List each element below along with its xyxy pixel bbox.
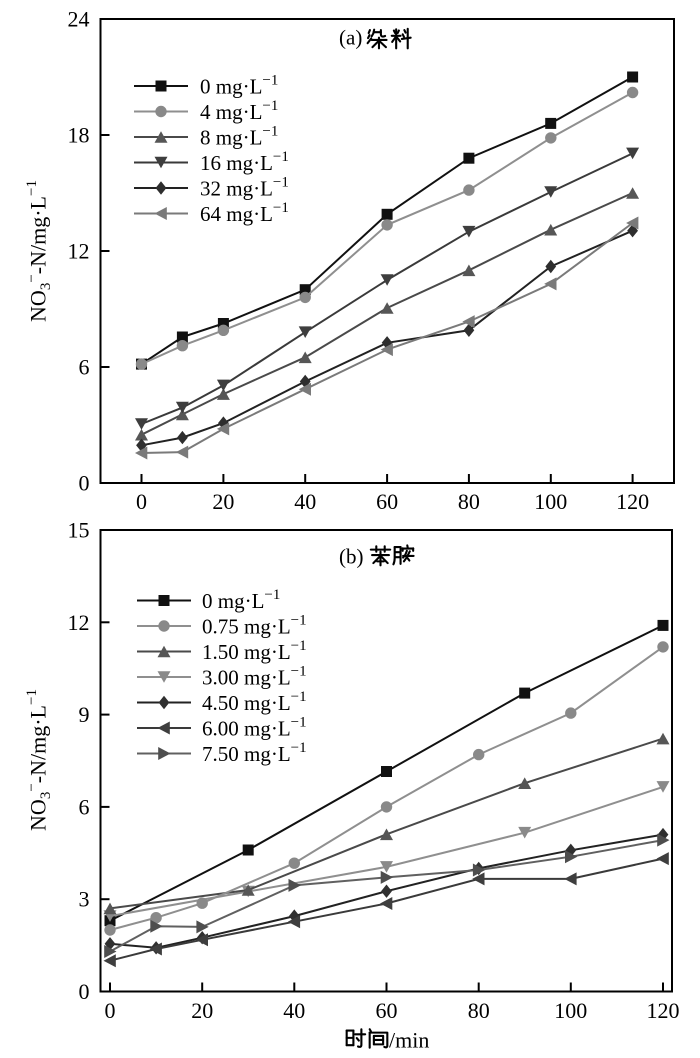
svg-text:(a): (a) [339,26,362,50]
svg-text:/min: /min [389,1028,429,1053]
svg-text:0: 0 [79,471,90,496]
svg-text:(b): (b) [339,545,364,569]
svg-text:9: 9 [79,702,90,727]
svg-text:12: 12 [68,610,90,635]
svg-text:3: 3 [79,887,90,912]
svg-text:0: 0 [79,979,90,1004]
svg-text:12: 12 [68,239,90,264]
svg-text:6: 6 [79,355,90,380]
svg-text:24: 24 [68,7,90,32]
svg-text:20: 20 [212,489,234,514]
svg-text:120: 120 [616,489,649,514]
svg-text:4.50 mg·L−1: 4.50 mg·L−1 [202,689,307,715]
svg-text:6.00 mg·L−1: 6.00 mg·L−1 [202,715,307,741]
svg-text:6: 6 [79,794,90,819]
svg-text:18: 18 [68,123,90,148]
svg-text:0.75 mg·L−1: 0.75 mg·L−1 [202,613,307,639]
svg-text:100: 100 [554,998,587,1023]
svg-text:40: 40 [294,489,316,514]
svg-text:80: 80 [458,489,480,514]
svg-text:120: 120 [647,998,680,1023]
svg-text:100: 100 [534,489,567,514]
svg-text:7.50 mg·L−1: 7.50 mg·L−1 [202,740,307,766]
svg-text:20: 20 [191,998,213,1023]
svg-text:0: 0 [136,489,147,514]
svg-text:NO3−-N/mg·L−1: NO3−-N/mg·L−1 [24,180,54,322]
svg-text:3.00 mg·L−1: 3.00 mg·L−1 [202,664,307,690]
svg-text:0: 0 [105,998,116,1023]
svg-text:NO3−-N/mg·L−1: NO3−-N/mg·L−1 [24,689,54,831]
svg-text:80: 80 [468,998,490,1023]
svg-text:1.50 mg·L−1: 1.50 mg·L−1 [202,638,307,664]
svg-text:40: 40 [283,998,305,1023]
svg-text:60: 60 [376,489,398,514]
svg-text:60: 60 [376,998,398,1023]
svg-text:15: 15 [68,518,90,543]
